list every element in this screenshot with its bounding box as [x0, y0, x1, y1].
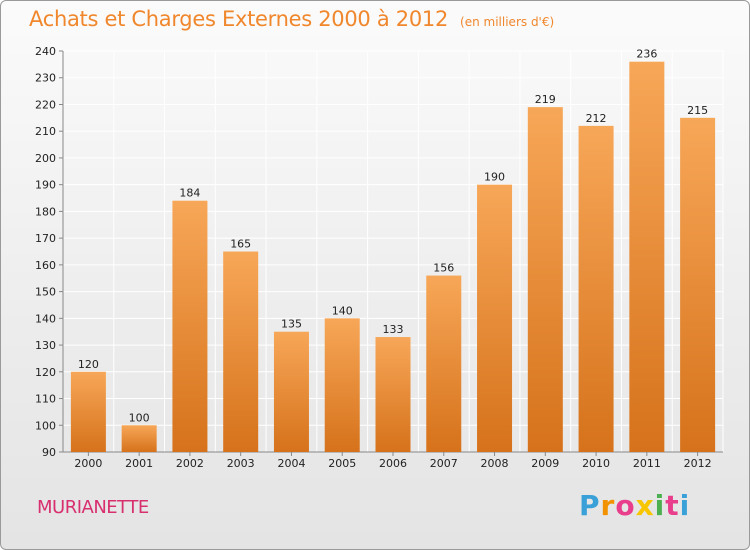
data-label: 190 [484, 171, 505, 184]
logo-letter: i [679, 489, 691, 522]
commune-name: MURIANETTE [37, 497, 149, 518]
x-tick-label: 2000 [74, 457, 102, 470]
bar [527, 107, 563, 452]
bar [70, 371, 106, 452]
data-label: 215 [687, 104, 708, 117]
x-tick-label: 2012 [684, 457, 712, 470]
logo-letter: r [600, 489, 616, 522]
bar [172, 200, 208, 452]
y-tick-label: 140 [35, 312, 56, 325]
labels: 90 100 110 120 130 140 150 160 170 180 190 200 210 22… [35, 45, 712, 470]
x-tick-label: 2010 [582, 457, 610, 470]
x-tick-label: 2003 [227, 457, 255, 470]
data-label: 219 [535, 93, 556, 106]
data-label: 140 [332, 304, 353, 317]
y-tick-label: 100 [35, 419, 56, 432]
y-tick-label: 230 [35, 72, 56, 85]
x-tick-label: 2002 [176, 457, 204, 470]
bar [375, 337, 411, 452]
bar [629, 61, 665, 453]
x-tick-label: 2001 [125, 457, 153, 470]
y-tick-label: 130 [35, 339, 56, 352]
data-label: 133 [383, 323, 404, 336]
data-label: 236 [636, 48, 657, 61]
data-label: 120 [78, 358, 99, 371]
y-tick-label: 170 [35, 232, 56, 245]
bar [223, 251, 259, 452]
y-tick-label: 210 [35, 125, 56, 138]
bar [477, 184, 513, 452]
x-tick-label: 2007 [430, 457, 458, 470]
x-tick-label: 2008 [481, 457, 509, 470]
data-label: 100 [129, 411, 150, 424]
y-tick-label: 220 [35, 98, 56, 111]
logo-letter: x [635, 489, 655, 522]
y-tick-label: 240 [35, 45, 56, 58]
bar [273, 331, 309, 452]
data-label: 135 [281, 318, 302, 331]
x-tick-label: 2011 [633, 457, 661, 470]
logo-letter: i [654, 489, 666, 522]
y-tick-label: 150 [35, 286, 56, 299]
x-tick-label: 2009 [531, 457, 559, 470]
y-tick-label: 190 [35, 179, 56, 192]
bar [121, 425, 157, 452]
x-tick-label: 2004 [277, 457, 305, 470]
y-tick-label: 200 [35, 152, 56, 165]
y-tick-label: 160 [35, 259, 56, 272]
y-tick-label: 180 [35, 205, 56, 218]
data-label: 156 [433, 262, 454, 275]
chart-title-text: Achats et Charges Externes 2000 à 2012 [29, 7, 449, 31]
logo-letter: t [665, 489, 680, 522]
x-tick-label: 2005 [328, 457, 356, 470]
bar [426, 275, 462, 452]
y-tick-label: 90 [42, 446, 56, 459]
data-label: 165 [230, 238, 251, 251]
logo-letter: P [579, 489, 601, 522]
y-tick-label: 110 [35, 393, 56, 406]
data-label: 212 [586, 112, 607, 125]
chart-title: Achats et Charges Externes 2000 à 2012 (e… [29, 7, 554, 31]
chart-subtitle: (en milliers d'€) [460, 15, 555, 29]
x-tick-label: 2006 [379, 457, 407, 470]
bars [70, 61, 716, 453]
bar [680, 117, 716, 452]
logo-letter: o [615, 489, 636, 522]
bar [578, 125, 614, 452]
bar [324, 318, 360, 452]
proxiti-logo: Proxiti [579, 489, 690, 522]
data-label: 184 [179, 187, 200, 200]
y-tick-label: 120 [35, 366, 56, 379]
